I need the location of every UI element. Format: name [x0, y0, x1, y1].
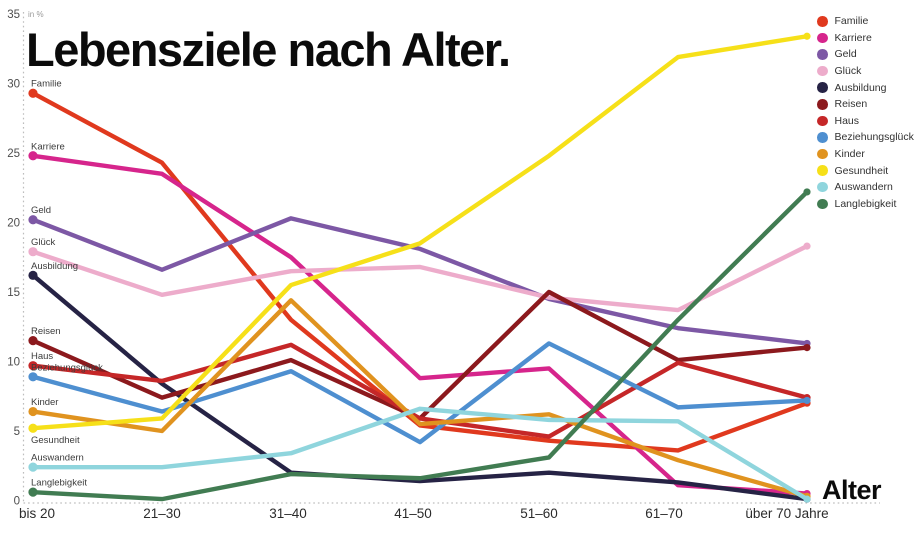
legend-item-geld: Geld — [817, 46, 914, 63]
series-start-dot — [28, 215, 38, 225]
series-end-dot — [803, 396, 811, 405]
series-label: Reisen — [31, 326, 61, 337]
y-tick-label: 35 — [7, 9, 20, 21]
y-tick-label: 25 — [7, 148, 20, 160]
x-axis-title: Alter — [822, 475, 882, 505]
legend-item-label: Auswandern — [834, 181, 893, 194]
series-start-dot — [28, 336, 38, 346]
series-start-dot — [28, 487, 38, 497]
series-label: Glück — [31, 237, 56, 248]
series-line-reisen — [30, 289, 810, 421]
series-line-ausbildung — [30, 273, 810, 502]
series-start-dot — [28, 270, 38, 280]
series-line-langlebigkeit — [30, 189, 810, 502]
legend-color-dot — [817, 49, 828, 60]
series-start-dot — [28, 247, 38, 257]
legend-item-label: Reisen — [834, 98, 868, 111]
legend-color-dot — [817, 181, 828, 193]
legend-item-label: Kinder — [834, 148, 865, 161]
legend-color-dot — [817, 165, 828, 176]
x-tick-label: bis 20 — [19, 506, 55, 521]
series-label: Ausbildung — [31, 261, 78, 272]
series-label: Kinder — [31, 397, 58, 408]
series-end-dot — [803, 32, 811, 40]
y-tick-label: 20 — [7, 218, 20, 230]
chart-legend: Familie Karriere Geld Glück Ausbildung Reisen… — [817, 13, 914, 212]
series-line-beziehungsglück — [30, 341, 810, 445]
series-end-dot — [803, 344, 811, 352]
series-start-dot — [28, 423, 38, 433]
series-label: Haus — [31, 351, 53, 362]
series-line-glück — [30, 243, 810, 313]
legend-item-karriere: Karriere — [817, 30, 914, 47]
series-line-karriere — [30, 153, 810, 496]
y-tick-label: 0 — [14, 496, 20, 508]
legend-item-glück: Glück — [817, 63, 914, 80]
series-label: Auswandern — [31, 453, 84, 464]
legend-item-label: Langlebigkeit — [834, 197, 897, 210]
series-line-geld — [30, 216, 810, 346]
legend-color-dot — [817, 99, 828, 110]
legend-item-beziehungsglück: Beziehungsglück — [817, 129, 914, 146]
legend-color-dot — [817, 32, 828, 44]
series-end-dot — [803, 242, 811, 250]
legend-color-dot — [817, 148, 828, 160]
legend-item-label: Haus — [834, 114, 860, 127]
legend-color-dot — [817, 65, 828, 77]
series-label: Geld — [31, 205, 51, 216]
series-line-gesundheit — [30, 34, 810, 431]
x-tick-label: über 70 Jahre — [745, 506, 828, 521]
legend-item-familie: Familie — [817, 13, 914, 30]
legend-item-haus: Haus — [817, 113, 914, 130]
legend-item-kinder: Kinder — [817, 146, 914, 163]
series-label: Beziehungsglück — [31, 362, 103, 373]
legend-color-dot — [817, 115, 828, 127]
legend-color-dot — [817, 16, 828, 27]
legend-item-ausbildung: Ausbildung — [817, 79, 914, 96]
series-start-dot — [28, 361, 38, 371]
legend-color-dot — [817, 82, 828, 93]
x-tick-label: 51–60 — [520, 506, 558, 521]
series-label: Langlebigkeit — [31, 478, 87, 489]
series-label: Familie — [31, 79, 62, 90]
y-axis-unit-label: in % — [28, 10, 44, 19]
series-line-familie — [30, 91, 810, 453]
legend-item-label: Ausbildung — [834, 81, 887, 94]
legend-item-label: Familie — [834, 15, 869, 28]
series-line-auswandern — [30, 406, 810, 502]
legend-item-label: Glück — [834, 65, 862, 78]
series-start-dot — [28, 406, 38, 417]
series-start-dot — [28, 372, 38, 382]
series-line-kinder — [30, 298, 810, 499]
x-tick-label: 31–40 — [269, 506, 307, 521]
series-start-dot — [28, 151, 38, 161]
x-tick-label: 61–70 — [645, 506, 683, 521]
y-tick-label: 10 — [7, 357, 20, 369]
page-title: Lebensziele nach Alter. — [26, 23, 511, 76]
x-tick-label: 21–30 — [143, 506, 181, 521]
legend-item-label: Beziehungsglück — [834, 131, 914, 144]
legend-item-langlebigkeit: Langlebigkeit — [817, 196, 914, 213]
y-tick-label: 30 — [7, 79, 20, 91]
legend-item-gesundheit: Gesundheit — [817, 162, 914, 179]
legend-item-reisen: Reisen — [817, 96, 914, 113]
series-end-dot — [803, 188, 811, 196]
series-start-dot — [28, 462, 38, 472]
y-tick-label: 5 — [14, 426, 20, 438]
x-tick-label: 41–50 — [394, 506, 432, 521]
series-label: Karriere — [31, 141, 65, 152]
series-start-dot — [28, 88, 38, 98]
legend-item-label: Karriere — [834, 31, 872, 44]
series-label: Gesundheit — [31, 435, 80, 446]
series-line-haus — [30, 342, 810, 439]
legend-item-label: Geld — [834, 48, 857, 61]
legend-color-dot — [817, 198, 828, 210]
legend-item-auswandern: Auswandern — [817, 179, 914, 196]
legend-color-dot — [817, 132, 828, 143]
y-tick-label: 15 — [7, 287, 20, 299]
series-end-dot — [803, 495, 811, 503]
legend-item-label: Gesundheit — [834, 164, 889, 177]
